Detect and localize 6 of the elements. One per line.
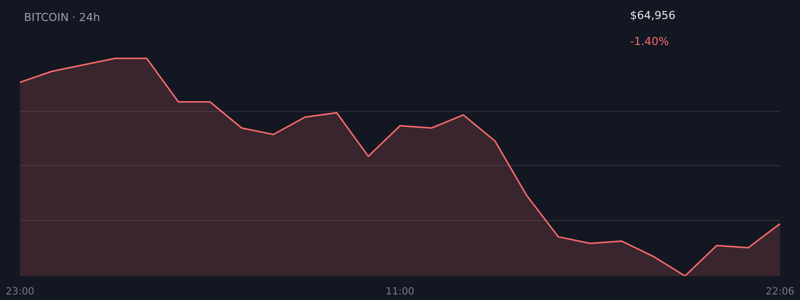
text: $64,956: [630, 9, 676, 22]
x-tick-label: 11:00: [386, 286, 414, 298]
x-tick-label: 23:00: [6, 286, 34, 298]
text: -1.40%: [630, 35, 669, 48]
chart-title: BITCOIN · 24h: [24, 11, 100, 24]
x-tick-label: 22:06: [766, 286, 794, 298]
